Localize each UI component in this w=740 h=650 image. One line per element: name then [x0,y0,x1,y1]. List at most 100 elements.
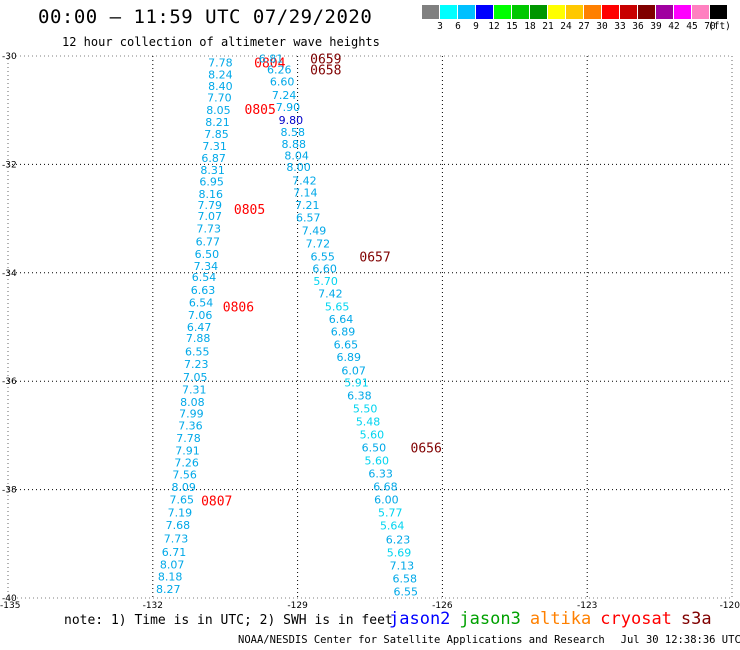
lon-tick-label: -129 [287,601,308,608]
color-scale-label: 36 [632,21,644,32]
legend-item-jason3: jason3 [459,609,521,629]
pass-time-label: 0805 [234,203,265,218]
swh-value-label: 7.42 [318,287,343,300]
lat-tick-label: -40 [2,594,17,604]
swh-value-label: 6.60 [270,75,295,88]
lon-tick-label: -132 [143,601,163,608]
swh-value-label: 7.13 [390,559,415,572]
color-scale-label: 42 [668,21,680,32]
swh-value-label: 7.06 [188,309,213,322]
color-swatch [440,5,457,19]
color-swatch [566,5,583,19]
swh-value-label: 5.60 [360,428,385,441]
pass-time-label: 0806 [223,300,254,315]
color-swatch [710,5,727,19]
swh-value-label: 6.26 [267,64,292,77]
swh-value-label: 6.57 [296,212,321,225]
swh-value-label: 6.71 [162,546,187,559]
lon-tick-label: -123 [577,601,597,608]
pass-time-label: 0657 [359,251,390,266]
swh-value-label: 7.19 [168,506,193,519]
swh-value-label: 7.34 [194,260,219,273]
color-swatch [476,5,493,19]
swh-value-label: 5.69 [387,546,412,559]
swh-value-label: 7.26 [174,457,199,470]
swh-value-label: 7.31 [202,140,227,153]
page-subtitle: 12 hour collection of altimeter wave hei… [62,35,380,49]
legend-item-s3a: s3a [680,609,712,629]
swh-value-label: 7.73 [197,222,222,235]
swh-value-label: 6.38 [347,389,372,402]
generated-timestamp: Jul 30 12:38:36 UTC 2020 [620,634,740,646]
swh-value-label: 9.80 [279,114,304,127]
swh-value-label: 6.89 [337,351,362,364]
color-scale-label: 45 [686,21,698,32]
swh-value-label: 8.58 [281,126,306,139]
map-frame [7,55,733,599]
swh-value-label: 5.48 [356,415,381,428]
swh-value-label: 7.78 [176,432,201,445]
credit-line: NOAA/NESDIS Center for Satellite Applica… [238,634,740,646]
swh-value-label: 8.18 [158,570,183,583]
lat-tick-label: -32 [2,160,17,170]
swh-value-label: 8.27 [156,583,181,596]
legend-item-cryosat: cryosat [600,609,672,629]
swh-value-label: 6.50 [362,441,387,454]
swh-value-label: 8.16 [198,188,223,201]
color-scale-label: 33 [614,21,626,32]
swh-value-label: 6.63 [191,284,216,297]
color-scale-unit: (ft) [708,21,731,32]
page-title: 00:00 – 11:59 UTC 07/29/2020 [38,6,373,28]
swh-value-label: 6.55 [185,345,210,358]
swh-value-label: 7.14 [293,187,318,200]
swh-value-label: 6.55 [310,251,335,264]
swh-value-label: 8.05 [206,104,231,117]
swh-value-label: 6.23 [386,533,411,546]
swh-value-label: 8.09 [171,481,196,494]
swh-value-label: 8.07 [160,558,185,571]
swh-value-label: 6.54 [189,297,214,310]
swh-value-label: 7.42 [292,175,317,188]
pass-time-label: 0807 [201,494,232,509]
swh-value-label: 5.91 [344,376,369,389]
color-swatch [584,5,601,19]
lat-tick-label: -30 [2,52,17,62]
swh-value-label: 8.00 [286,161,311,174]
swh-value-label: 7.23 [184,358,209,371]
swh-value-label: 6.64 [329,313,354,326]
color-scale-label: 15 [506,21,518,32]
color-swatch [494,5,511,19]
swh-value-label: 7.05 [183,371,208,384]
swh-value-label: 6.47 [187,321,212,334]
color-swatch [620,5,637,19]
swh-value-label: 8.88 [281,138,306,151]
lon-tick-label: -126 [432,601,453,608]
color-swatch [656,5,673,19]
swh-value-label: 6.87 [201,152,226,165]
legend-item-altika: altika [529,609,592,629]
color-swatch [422,5,439,19]
units-note: note: 1) Time is in UTC; 2) SWH is in fe… [64,613,393,628]
color-scale-label: 21 [542,21,554,32]
color-swatch [530,5,547,19]
swh-value-label: 6.58 [393,572,418,585]
swh-value-label: 7.21 [295,199,320,212]
swh-value-label: 7.88 [186,332,211,345]
color-scale-label: 18 [524,21,536,32]
lat-tick-label: -34 [2,269,17,279]
swh-value-label: 5.77 [378,506,403,519]
swh-value-label: 6.89 [331,325,356,338]
swh-value-label: 8.08 [180,396,205,409]
swh-value-label: 7.99 [179,408,204,421]
swh-value-label: 8.24 [208,68,233,81]
swh-value-label: 7.65 [170,493,195,506]
swh-value-label: 7.79 [198,199,223,212]
swh-value-label: 7.49 [302,225,327,238]
swh-value-label: 8.21 [205,116,230,129]
lat-tick-label: -36 [2,377,17,387]
swh-value-label: 7.70 [207,92,232,105]
satellite-legend: jason2 jason3 altika cryosat s3a [389,609,721,629]
color-swatch [692,5,709,19]
swh-value-label: 7.78 [208,57,233,70]
swh-value-label: 7.85 [204,128,229,141]
